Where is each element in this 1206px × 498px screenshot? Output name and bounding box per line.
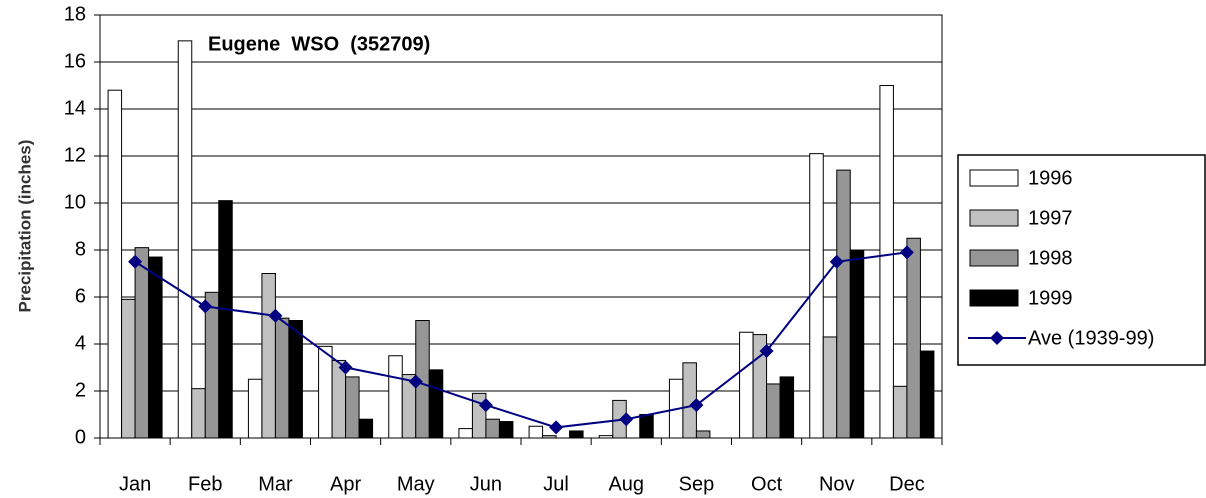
legend-label: Ave (1939-99) [1028, 327, 1154, 349]
legend-label: 1999 [1028, 287, 1073, 309]
bar [218, 200, 233, 439]
x-tick-label: Jan [119, 473, 151, 495]
x-tick-label: Jun [470, 473, 502, 495]
plot-area [100, 15, 942, 438]
bar [318, 345, 333, 439]
y-tick-label: 2 [75, 379, 86, 401]
legend-swatch [969, 169, 1019, 187]
marker [128, 254, 143, 269]
x-tick-label: Feb [188, 473, 222, 495]
y-tick-label: 18 [64, 3, 86, 25]
bar [204, 291, 220, 439]
bar [836, 169, 851, 439]
x-tick-label: Nov [819, 473, 855, 495]
legend-swatch [969, 209, 1019, 227]
bar [879, 85, 894, 439]
bar [498, 421, 514, 439]
marker [338, 360, 353, 375]
bar [148, 256, 163, 439]
bar [906, 237, 921, 439]
y-tick-label: 4 [75, 332, 86, 354]
y-tick-label: 10 [64, 191, 86, 213]
x-tick-label: Jul [543, 473, 569, 495]
x-tick-label: Sep [679, 473, 715, 495]
plot-border [99, 14, 943, 439]
bar [849, 249, 865, 439]
bar [779, 376, 795, 439]
bar [471, 392, 487, 439]
marker [829, 254, 844, 269]
y-tick-label: 0 [75, 426, 86, 448]
marker [408, 374, 423, 389]
y-tick-label: 14 [64, 97, 86, 119]
marker [759, 344, 774, 359]
marker [198, 299, 213, 314]
legend-swatch [969, 249, 1019, 267]
bar [639, 414, 654, 439]
marker [478, 398, 493, 413]
bar [191, 388, 206, 439]
bar [177, 40, 193, 439]
bar [822, 336, 838, 439]
x-tick-label: May [397, 473, 435, 495]
x-tick-label: Dec [889, 473, 925, 495]
y-tick-label: 8 [75, 238, 86, 260]
bar [107, 89, 123, 439]
y-tick-label: 6 [75, 285, 86, 307]
x-tick-label: Mar [258, 473, 293, 495]
legend-label: 1998 [1028, 247, 1073, 269]
bar [695, 430, 711, 439]
bar [485, 418, 500, 439]
bar [739, 331, 754, 439]
marker [549, 420, 564, 435]
bar [358, 418, 374, 439]
x-tick-label: Aug [608, 473, 644, 495]
bar [809, 153, 824, 439]
x-tick-label: Apr [330, 473, 361, 495]
legend-label: 1997 [1028, 207, 1073, 229]
marker [268, 308, 283, 323]
bar [247, 378, 263, 439]
bar [288, 320, 303, 439]
line [134, 251, 908, 429]
marker [899, 245, 914, 260]
x-tick-label: Oct [751, 473, 783, 495]
bar [892, 385, 908, 439]
marker [619, 412, 634, 427]
bar [919, 350, 935, 439]
bar [569, 430, 584, 439]
bar [766, 383, 781, 439]
legend-marker [990, 331, 1004, 345]
bar [345, 376, 360, 439]
bar [274, 317, 290, 439]
bar [428, 369, 444, 439]
marker [689, 398, 704, 413]
bar [261, 273, 276, 439]
bar [458, 428, 473, 439]
y-tick-label: 16 [64, 50, 86, 72]
legend-swatch [969, 289, 1019, 307]
y-tick-label: 12 [64, 144, 86, 166]
bar [388, 355, 403, 439]
bar [528, 425, 544, 439]
legend-label: 1996 [1028, 167, 1073, 189]
y-axis-label: Precipitation (inches) [15, 140, 34, 313]
bar [134, 247, 150, 439]
bar [121, 298, 136, 439]
chart-title: Eugene WSO (352709) [208, 33, 430, 55]
